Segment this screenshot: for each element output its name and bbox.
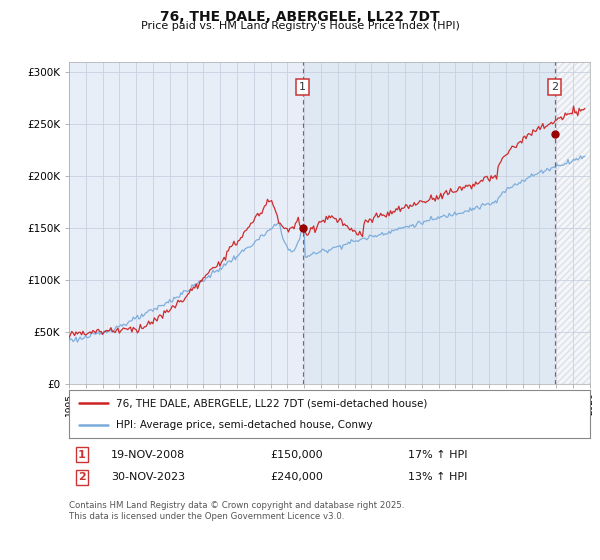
Text: 1: 1 [78,450,86,460]
Text: 1: 1 [299,82,306,92]
Text: £150,000: £150,000 [270,450,323,460]
Text: 2: 2 [78,472,86,482]
Text: 17% ↑ HPI: 17% ↑ HPI [408,450,467,460]
Text: HPI: Average price, semi-detached house, Conwy: HPI: Average price, semi-detached house,… [116,420,373,430]
Text: 30-NOV-2023: 30-NOV-2023 [111,472,185,482]
Text: 2: 2 [551,82,558,92]
Text: 19-NOV-2008: 19-NOV-2008 [111,450,185,460]
Text: £240,000: £240,000 [270,472,323,482]
Text: 76, THE DALE, ABERGELE, LL22 7DT: 76, THE DALE, ABERGELE, LL22 7DT [160,10,440,24]
Bar [554,62,590,384]
Text: Price paid vs. HM Land Registry's House Price Index (HPI): Price paid vs. HM Land Registry's House … [140,21,460,31]
Text: 76, THE DALE, ABERGELE, LL22 7DT (semi-detached house): 76, THE DALE, ABERGELE, LL22 7DT (semi-d… [116,398,427,408]
Text: 13% ↑ HPI: 13% ↑ HPI [408,472,467,482]
Text: Contains HM Land Registry data © Crown copyright and database right 2025.
This d: Contains HM Land Registry data © Crown c… [69,501,404,521]
Bar [302,62,554,384]
